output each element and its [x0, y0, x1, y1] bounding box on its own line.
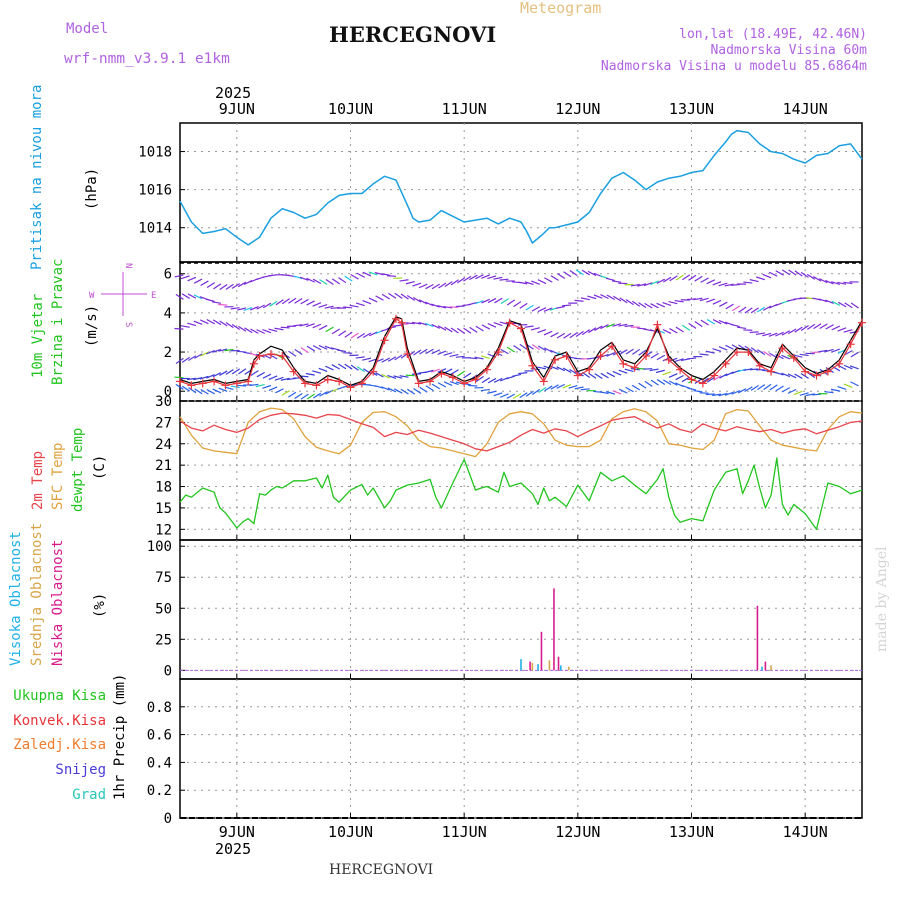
- footer-station: HERCEGNOVI: [329, 862, 433, 878]
- wind-barb: [812, 394, 821, 395]
- precip-ylabel: 1hr Precip (mm): [112, 674, 128, 800]
- date-label-top: 13JUN: [669, 100, 714, 118]
- y-tick-label: 25: [155, 632, 172, 648]
- wind-barb: [625, 284, 634, 285]
- compass-west: W: [89, 291, 95, 301]
- wind-barb: [174, 377, 183, 378]
- y-tick-label: 0: [164, 663, 172, 679]
- model-label: Model: [66, 21, 108, 37]
- precip-legend-snow: Snijeg: [55, 762, 106, 778]
- cloud-ylabel-high: Visoka Oblacnost: [8, 531, 24, 666]
- precip-legend-total: Ukupna Kisa: [13, 688, 106, 704]
- y-tick-label: 0.8: [147, 700, 172, 716]
- y-tick-label: 0.2: [147, 783, 172, 799]
- date-label-top: 10JUN: [328, 100, 373, 118]
- pressure-unit: (hPa): [84, 168, 100, 210]
- wind-barb: [406, 375, 415, 376]
- temp-unit: (C): [92, 455, 108, 480]
- date-label-bottom: 9JUN: [219, 823, 255, 841]
- y-tick-label: 2: [164, 345, 172, 361]
- temp-ylabel-sfc: SFC Temp: [50, 443, 66, 510]
- date-label-top: 11JUN: [442, 100, 487, 118]
- y-tick-label: 100: [147, 539, 172, 555]
- wind-barb: [387, 276, 396, 277]
- compass-south: S: [123, 322, 133, 327]
- y-tick-label: 27: [155, 415, 172, 431]
- wind-barb: [343, 307, 352, 308]
- station-elevation: Nadmorska Visina 60m: [710, 43, 867, 58]
- station-title: HERCEGNOVI: [329, 22, 496, 47]
- cloud-ylabel-low: Niska Oblacnost: [50, 540, 66, 666]
- wind-barb: [731, 285, 740, 286]
- y-tick-label: 6: [164, 267, 172, 283]
- wind-ylabel-1: 10m Vjetar: [30, 294, 46, 378]
- precip-legend-graupel: Grad: [72, 787, 106, 803]
- y-tick-label: 50: [155, 601, 172, 617]
- y-tick-label: 24: [155, 437, 172, 453]
- product-title: Meteogram: [520, 0, 601, 17]
- date-label-bottom: 10JUN: [328, 823, 373, 841]
- credit-watermark: made by Angel: [874, 546, 890, 652]
- precip-legend-frozen: Zaledj.Kisa: [13, 737, 106, 753]
- y-tick-label: 0: [164, 811, 172, 827]
- y-tick-label: 12: [155, 522, 172, 538]
- cloud-unit: (%): [92, 593, 108, 618]
- y-tick-label: 18: [155, 480, 172, 496]
- y-tick-label: 1016: [138, 183, 172, 199]
- y-tick-label: 75: [155, 570, 172, 586]
- compass-east: E: [151, 291, 156, 301]
- compass-north: N: [123, 263, 133, 268]
- model-elevation: Nadmorska Visina u modelu 85.6864m: [601, 59, 867, 74]
- date-label-bottom: 13JUN: [669, 823, 714, 841]
- date-label-bottom: 14JUN: [783, 823, 828, 841]
- y-tick-label: 0.6: [147, 728, 172, 744]
- date-label-bottom: 11JUN: [442, 823, 487, 841]
- wind-barb: [687, 358, 696, 359]
- year-label-bottom: 2025: [215, 840, 251, 858]
- y-tick-label: 30: [155, 394, 172, 410]
- wind-unit: (m/s): [84, 305, 100, 347]
- wind-barb: [218, 305, 227, 306]
- y-tick-label: 1014: [138, 221, 172, 237]
- pressure-ylabel: Pritisak na nivou mora: [29, 85, 45, 270]
- y-tick-label: 4: [164, 306, 172, 322]
- date-label-top: 9JUN: [219, 100, 255, 118]
- date-label-bottom: 12JUN: [555, 823, 600, 841]
- wind-barb: [750, 332, 759, 333]
- date-label-top: 12JUN: [555, 100, 600, 118]
- wind-barb: [706, 394, 715, 395]
- wind-barb: [343, 353, 352, 354]
- temp-ylabel-2m: 2m Temp: [30, 451, 46, 510]
- y-tick-label: 1018: [138, 145, 172, 161]
- date-label-top: 14JUN: [783, 100, 828, 118]
- cloud-ylabel-mid: Srednja Oblacnost: [29, 523, 45, 666]
- y-tick-label: 15: [155, 501, 172, 517]
- station-lonlat: lon,lat (18.49E, 42.46N): [679, 27, 867, 42]
- wind-barb: [174, 328, 183, 329]
- model-name: wrf-nmm_v3.9.1 e1km: [64, 51, 230, 67]
- y-tick-label: 0.4: [147, 755, 172, 771]
- temp-ylabel-dewpt: dewpt Temp: [70, 428, 86, 512]
- wind-barb: [468, 385, 477, 386]
- precip-legend-conv: Konvek.Kisa: [13, 713, 106, 729]
- y-tick-label: 21: [155, 458, 172, 474]
- wind-ylabel-2: Brzina i Pravac: [50, 259, 66, 385]
- wind-barb: [281, 327, 290, 328]
